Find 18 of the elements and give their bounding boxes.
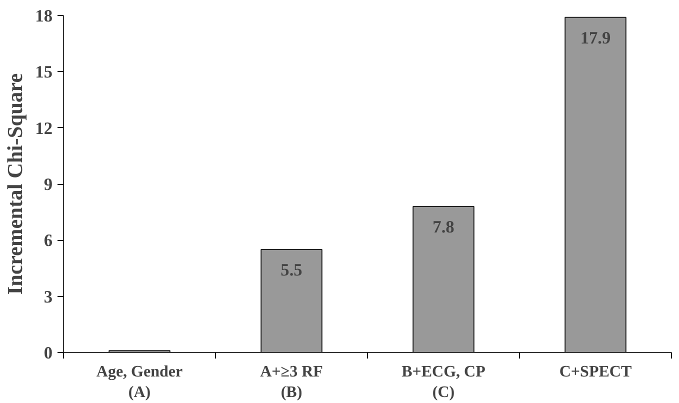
data-label: 17.9: [580, 28, 611, 48]
bar: [564, 16, 626, 352]
y-tick-label: 18: [35, 6, 53, 26]
y-tick-label: 9: [44, 175, 53, 194]
x-tick-label: B+ECG, CP (C): [402, 364, 486, 401]
data-label: 5.5: [280, 260, 303, 280]
y-axis-title: Incremental Chi-Square: [3, 73, 28, 295]
y-tick-label: 12: [35, 118, 52, 138]
bar: [412, 206, 474, 352]
y-tick-label: 15: [35, 62, 53, 82]
x-tick-label: C+SPECT: [559, 364, 632, 380]
y-tick-label: 3: [44, 287, 53, 306]
data-label: 7.8: [432, 217, 455, 236]
bar: [260, 249, 322, 352]
y-tick-label: 6: [44, 231, 53, 250]
x-tick-label: Age, Gender (A): [96, 364, 183, 401]
x-tick-label: A+≥3 RF (B): [260, 364, 324, 401]
y-tick-label: 0: [44, 344, 53, 362]
